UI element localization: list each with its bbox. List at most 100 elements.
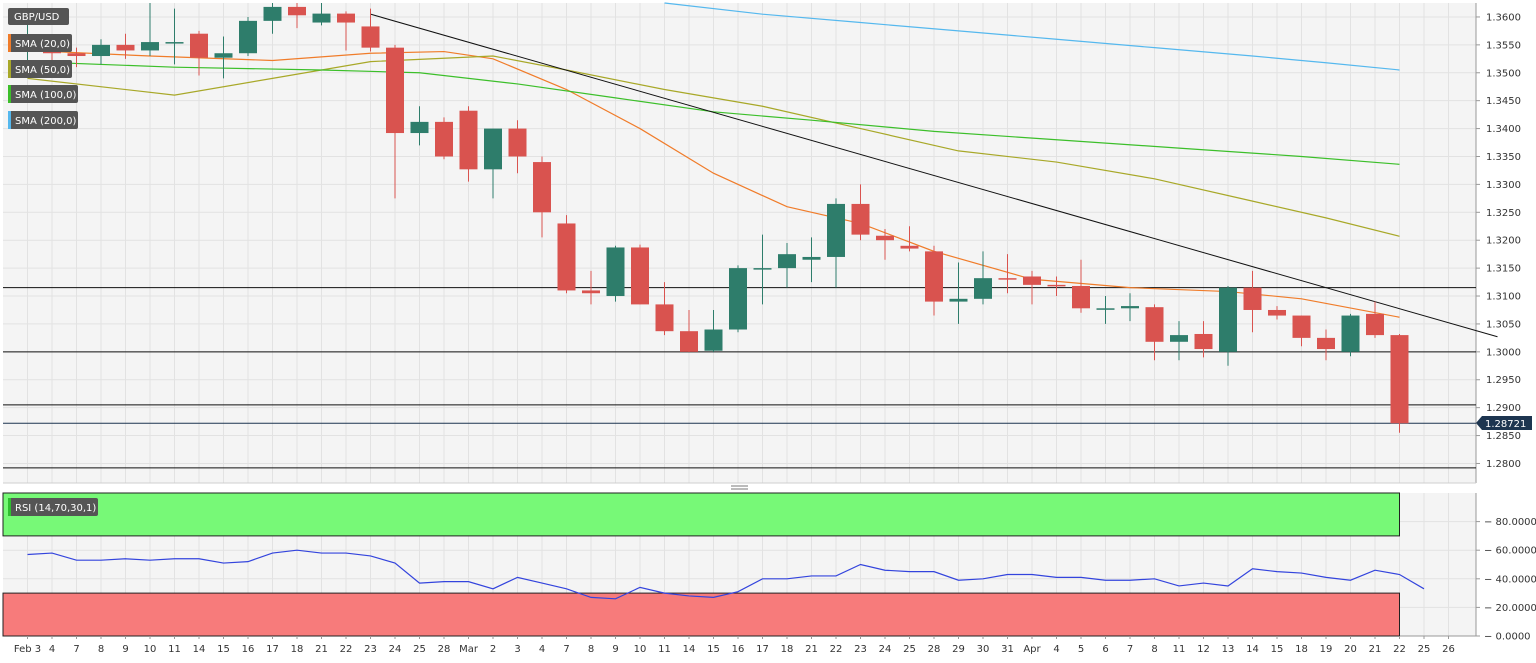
x-tick-label: 29	[952, 644, 965, 655]
rsi-tick-label: − 20.0000	[1484, 603, 1536, 614]
price-tick-label: 1.3400	[1486, 124, 1521, 135]
x-tick-label: 17	[266, 644, 279, 655]
candle-body	[778, 254, 796, 269]
x-tick-label: 25	[1418, 644, 1431, 655]
price-axis: 1.2800 1.2850 1.2900 1.2950 1.3000 1.3050 1.31…	[1476, 12, 1521, 470]
x-tick-label: 28	[928, 644, 941, 655]
candle-body	[631, 247, 649, 305]
x-tick-label: 4	[539, 644, 545, 655]
legend-sma-20-label: SMA (20,0)	[15, 39, 70, 50]
sma-line	[27, 49, 1400, 318]
rsi-oversold-zone	[2, 592, 1400, 637]
legend-rsi[interactable]: RSI (14,70,30,1)	[8, 498, 98, 516]
candle-body	[533, 162, 551, 213]
legend-sma-20[interactable]: SMA (20,0)	[8, 34, 72, 52]
x-tick-label: 15	[1271, 644, 1284, 655]
x-tick-label: 21	[805, 644, 818, 655]
candle-body	[1366, 313, 1384, 336]
candle-body	[1194, 333, 1213, 350]
candle-body	[1243, 287, 1262, 310]
candle-body	[1023, 276, 1041, 285]
legend-sma-200[interactable]: SMA (200,0)	[8, 111, 78, 129]
x-tick-label: 10	[144, 644, 157, 655]
x-axis: Feb 3 4 7 8 9 10 11 14 15 16 17 18 21 22 23 24 25 28 Mar 2 3…	[14, 636, 1455, 655]
candle-body	[1145, 307, 1164, 342]
x-tick-label: 28	[438, 644, 451, 655]
candle-body	[312, 13, 331, 23]
x-tick-label: 11	[658, 644, 671, 655]
price-tick-label: 1.3300	[1486, 180, 1521, 191]
candle-body	[1390, 335, 1409, 424]
candle-body	[851, 203, 870, 235]
candle-body	[288, 6, 306, 16]
x-tick-label: 8	[1151, 644, 1157, 655]
x-tick-label: 20	[1344, 644, 1357, 655]
price-tick-label: 1.2950	[1486, 375, 1521, 386]
candle-body	[680, 331, 698, 352]
rsi-overbought-zone	[2, 492, 1400, 537]
candle-body	[190, 33, 208, 58]
candle-body	[1047, 284, 1066, 287]
candle-body	[410, 121, 429, 134]
x-tick-label: 19	[1320, 644, 1333, 655]
x-tick-label: 23	[854, 644, 867, 655]
x-tick-label: 14	[683, 644, 696, 655]
x-tick-label: Apr	[1023, 644, 1041, 655]
candle-body	[557, 223, 576, 291]
rsi-tick-label: − 40.0000	[1484, 574, 1536, 585]
candle-body	[1121, 306, 1139, 309]
rsi-tick-label: − 0.0000	[1484, 632, 1531, 643]
x-tick-label: 22	[1393, 644, 1406, 655]
x-tick-label: 18	[1295, 644, 1308, 655]
symbol-tag: GBP/USD	[8, 8, 69, 25]
price-tick-label: 1.3100	[1486, 292, 1521, 303]
candle-body	[1219, 287, 1237, 352]
candle-body	[239, 20, 257, 54]
x-tick-label: 4	[1053, 644, 1059, 655]
candle-body	[263, 6, 282, 21]
candle-body	[116, 44, 135, 51]
candle-body	[1170, 335, 1188, 342]
x-tick-label: 7	[563, 644, 569, 655]
legend-sma-50[interactable]: SMA (50,0)	[8, 60, 72, 78]
candles	[18, 3, 1409, 433]
x-tick-label: 5	[1078, 644, 1084, 655]
price-tick-label: 1.3450	[1486, 96, 1521, 107]
x-tick-label: 11	[1173, 644, 1186, 655]
candle-body	[435, 121, 453, 157]
rsi-axis: − 0.0000 − 20.0000 − 40.0000 − 60.0000 − 80.…	[1476, 517, 1536, 643]
candle-body	[1292, 315, 1311, 338]
candle-body	[876, 235, 894, 241]
candle-body	[508, 128, 527, 157]
candle-body	[974, 278, 992, 299]
x-tick-label: 30	[977, 644, 990, 655]
x-tick-label: 14	[1246, 644, 1259, 655]
candle-body	[361, 26, 380, 48]
x-tick-label: 2	[490, 644, 496, 655]
candle-body	[337, 13, 355, 23]
candle-body	[949, 298, 968, 302]
x-tick-label: 24	[389, 644, 402, 655]
trendline	[370, 13, 1498, 338]
x-tick-label: 18	[291, 644, 304, 655]
x-tick-label: 18	[781, 644, 794, 655]
candle-body	[386, 47, 404, 134]
rsi-zones	[2, 492, 1400, 637]
price-tick-label: 1.2800	[1486, 459, 1521, 470]
x-tick-label: 15	[217, 644, 230, 655]
x-tick-label: 25	[903, 644, 916, 655]
x-tick-label: 13	[1222, 644, 1235, 655]
panel-resize-handle[interactable]	[731, 485, 748, 490]
price-tick-label: 1.3000	[1486, 347, 1521, 358]
legend-sma-100[interactable]: SMA (100,0)	[8, 85, 78, 103]
candle-body	[141, 42, 159, 51]
candle-body	[214, 53, 233, 58]
price-tick-label: 1.3350	[1486, 152, 1521, 163]
price-tick-label: 1.3250	[1486, 208, 1521, 219]
x-tick-label: 15	[707, 644, 720, 655]
price-tick-label: 1.3150	[1486, 264, 1521, 275]
x-tick-label: 22	[340, 644, 353, 655]
price-tick-label: 1.3600	[1486, 12, 1521, 23]
candle-body	[1317, 337, 1335, 350]
